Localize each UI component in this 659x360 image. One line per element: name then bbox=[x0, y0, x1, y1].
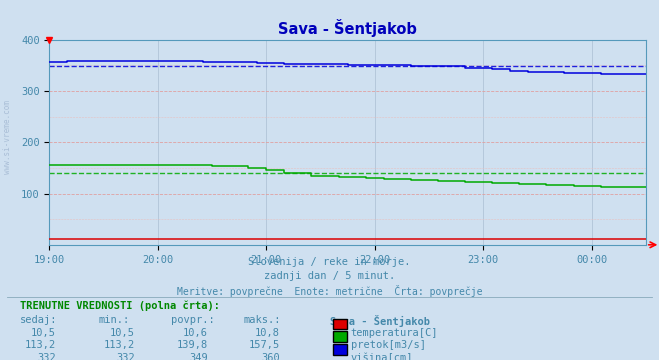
Text: povpr.:: povpr.: bbox=[171, 315, 215, 325]
Text: temperatura[C]: temperatura[C] bbox=[351, 328, 438, 338]
Text: 113,2: 113,2 bbox=[104, 340, 135, 350]
Text: Sava - Šentjakob: Sava - Šentjakob bbox=[330, 315, 430, 327]
Text: 10,6: 10,6 bbox=[183, 328, 208, 338]
Title: Sava - Šentjakob: Sava - Šentjakob bbox=[278, 19, 417, 37]
Text: 10,8: 10,8 bbox=[255, 328, 280, 338]
Text: 10,5: 10,5 bbox=[31, 328, 56, 338]
Text: 157,5: 157,5 bbox=[249, 340, 280, 350]
Text: 139,8: 139,8 bbox=[177, 340, 208, 350]
Text: 113,2: 113,2 bbox=[25, 340, 56, 350]
Text: zadnji dan / 5 minut.: zadnji dan / 5 minut. bbox=[264, 271, 395, 281]
Text: TRENUTNE VREDNOSTI (polna črta):: TRENUTNE VREDNOSTI (polna črta): bbox=[20, 301, 219, 311]
Text: višina[cm]: višina[cm] bbox=[351, 353, 413, 360]
Text: min.:: min.: bbox=[99, 315, 130, 325]
Text: Slovenija / reke in morje.: Slovenija / reke in morje. bbox=[248, 257, 411, 267]
Text: 332: 332 bbox=[117, 353, 135, 360]
Text: Meritve: povprečne  Enote: metrične  Črta: povprečje: Meritve: povprečne Enote: metrične Črta:… bbox=[177, 285, 482, 297]
Text: pretok[m3/s]: pretok[m3/s] bbox=[351, 340, 426, 350]
Text: www.si-vreme.com: www.si-vreme.com bbox=[3, 100, 13, 174]
Text: sedaj:: sedaj: bbox=[20, 315, 57, 325]
Text: maks.:: maks.: bbox=[244, 315, 281, 325]
Text: 10,5: 10,5 bbox=[110, 328, 135, 338]
Text: 332: 332 bbox=[38, 353, 56, 360]
Text: 349: 349 bbox=[189, 353, 208, 360]
Text: 360: 360 bbox=[262, 353, 280, 360]
